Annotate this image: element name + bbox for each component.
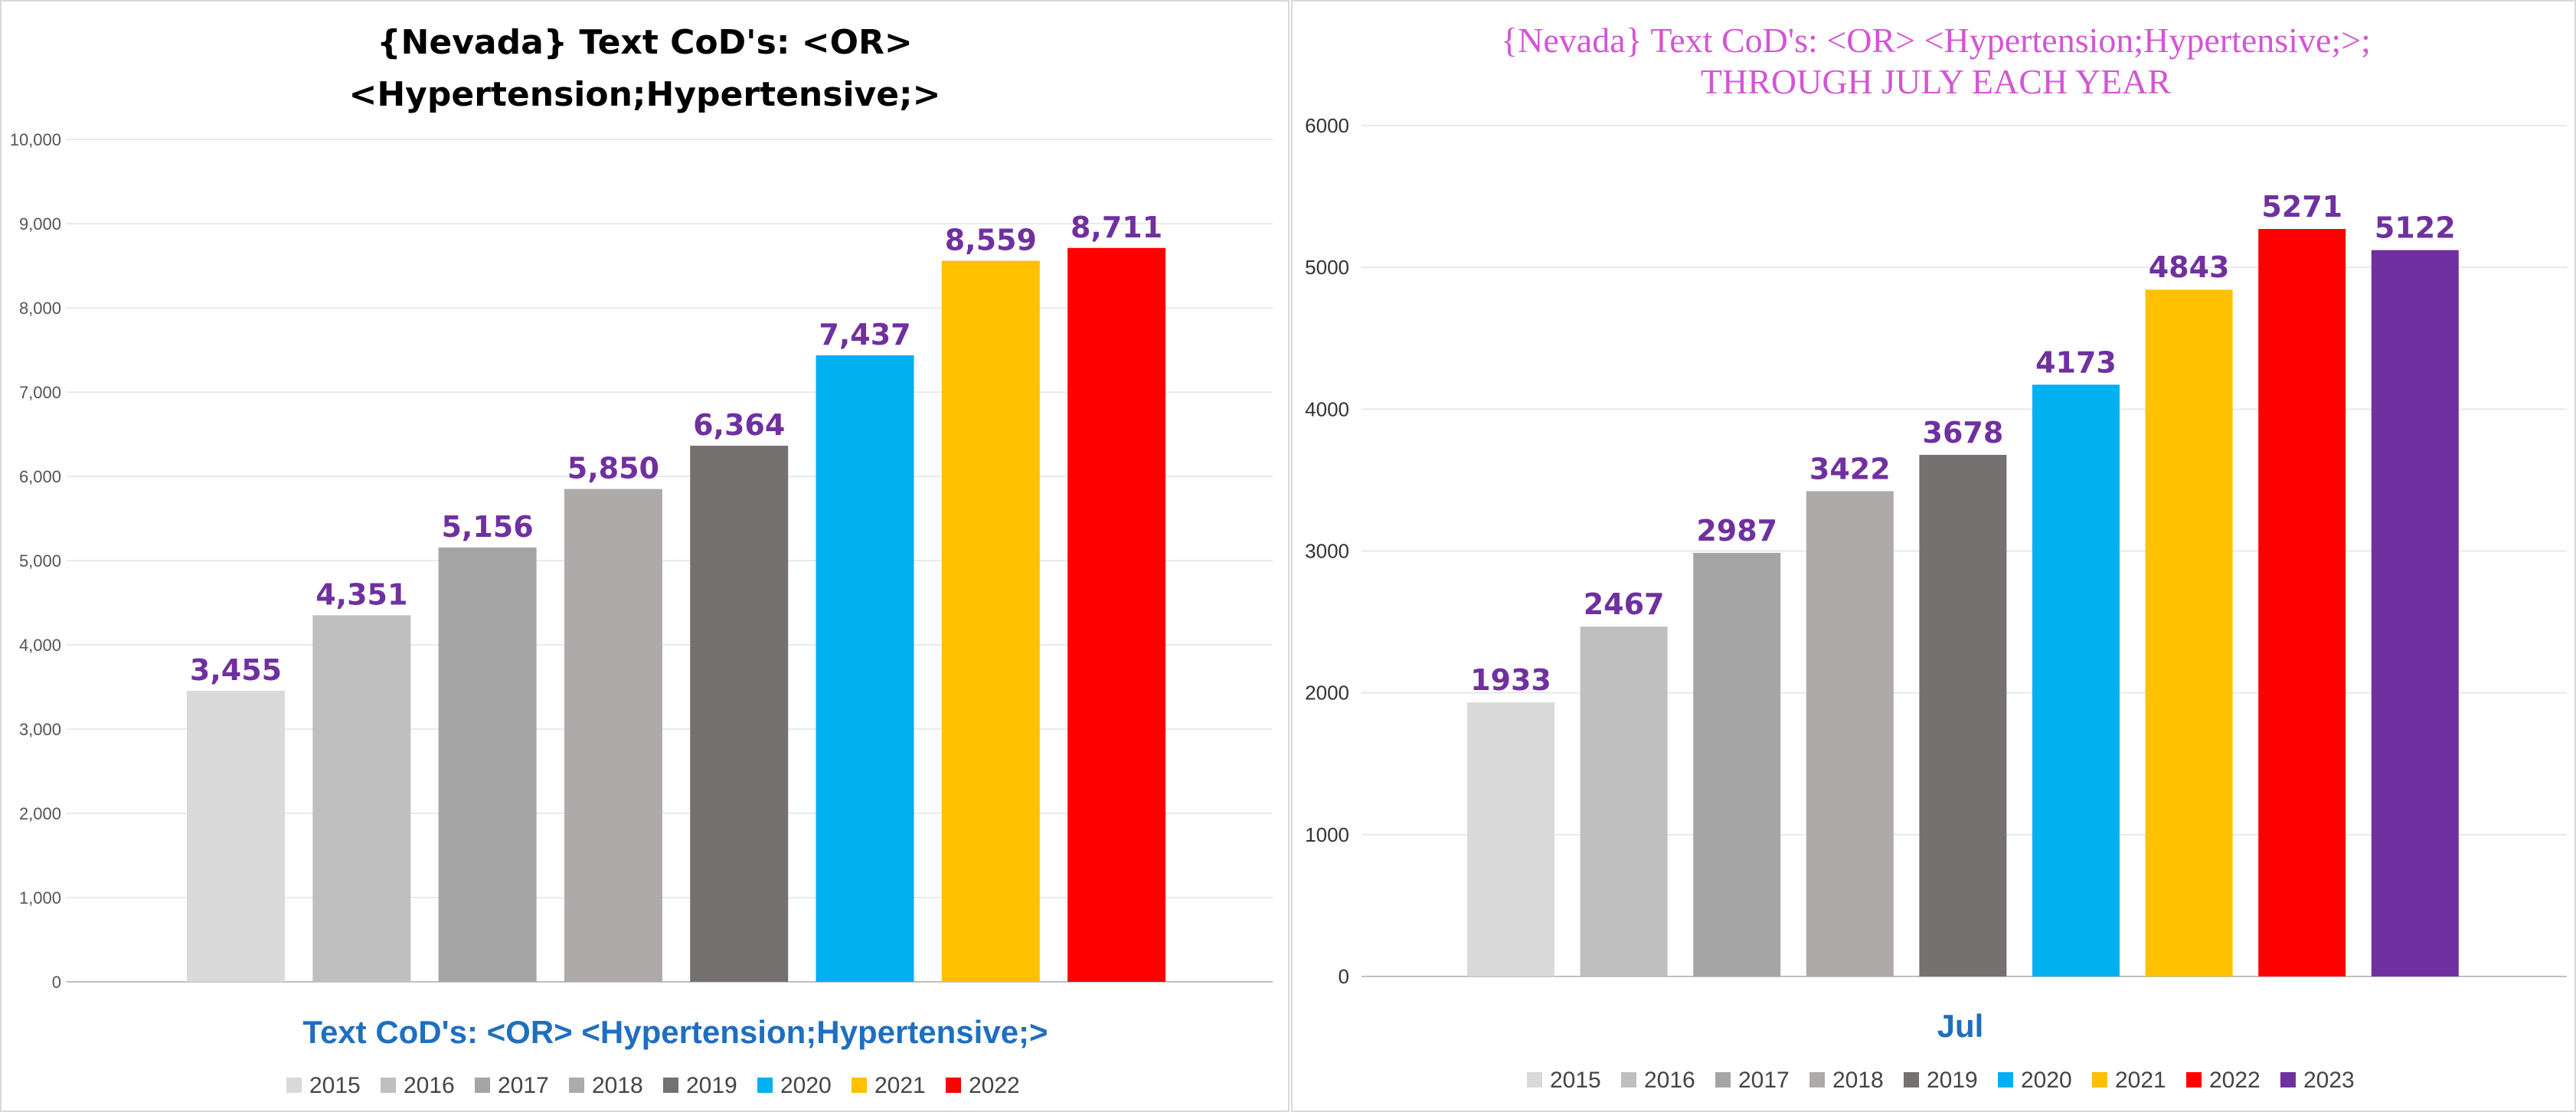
y-tick-label: 8,000 — [19, 299, 61, 318]
bar-2017 — [1693, 552, 1781, 976]
y-tick-label: 2,000 — [19, 804, 61, 823]
bar-2018 — [1806, 491, 1894, 976]
legend-swatch-2019 — [1904, 1072, 1919, 1087]
legend-swatch-2015 — [1527, 1072, 1542, 1087]
legend-swatch-2022 — [2186, 1072, 2202, 1087]
data-label-2021: 4843 — [2149, 250, 2230, 284]
legend-label-2021: 2021 — [2115, 1068, 2166, 1093]
data-label-2020: 7,437 — [819, 318, 910, 352]
y-tick-label: 3000 — [1305, 540, 1349, 563]
y-tick-label: 6,000 — [19, 467, 61, 486]
bar-2022 — [2258, 228, 2346, 976]
legend-label-2022: 2022 — [2209, 1068, 2261, 1093]
data-label-2019: 6,364 — [693, 408, 785, 442]
y-tick-label: 6000 — [1305, 114, 1349, 137]
bar-2019 — [1919, 454, 2007, 976]
legend-swatch-2019 — [663, 1078, 678, 1093]
y-tick-label: 4,000 — [19, 636, 61, 655]
bar-2015 — [187, 690, 285, 982]
legend-label-2015: 2015 — [1550, 1068, 1601, 1093]
legend-swatch-2023 — [2280, 1072, 2296, 1087]
bar-2021 — [2145, 289, 2233, 977]
data-label-2017: 2987 — [1696, 514, 1777, 548]
bar-2019 — [690, 445, 789, 982]
legend-label-2018: 2018 — [1832, 1068, 1884, 1093]
legend-label-2016: 2016 — [404, 1073, 455, 1098]
bar-2023 — [2371, 250, 2459, 977]
y-tick-label: 7,000 — [19, 383, 61, 402]
bar-2016 — [312, 615, 411, 982]
bar-2020 — [2032, 384, 2120, 976]
legend-label-2021: 2021 — [874, 1073, 926, 1098]
y-tick-label: 3,000 — [19, 720, 61, 739]
data-label-2021: 8,559 — [945, 224, 1037, 257]
legend-label-2017: 2017 — [1738, 1068, 1790, 1093]
bar-2021 — [941, 260, 1040, 982]
legend-label-2018: 2018 — [592, 1073, 643, 1098]
legend-label-2020: 2020 — [780, 1073, 832, 1098]
y-tick-label: 10,000 — [10, 130, 61, 149]
legend-swatch-2021 — [2092, 1072, 2107, 1087]
data-label-2019: 3678 — [1923, 416, 2004, 450]
left-chart: {Nevada} Text CoD's: <OR> <Hypertension;H… — [10, 23, 1273, 1098]
y-tick-label: 5,000 — [19, 551, 61, 571]
data-label-2022: 5271 — [2261, 190, 2342, 224]
legend-swatch-2022 — [946, 1078, 961, 1093]
legend-label-2015: 2015 — [309, 1073, 361, 1098]
right-chart-panel: {Nevada} Text CoD's: <OR> <Hypertension;… — [1291, 0, 2576, 1112]
legend-swatch-2021 — [852, 1078, 867, 1093]
legend-label-2017: 2017 — [498, 1073, 549, 1098]
data-label-2020: 4173 — [2035, 345, 2117, 379]
y-tick-label: 2000 — [1305, 682, 1349, 705]
bar-2022 — [1067, 247, 1166, 982]
legend-swatch-2018 — [569, 1078, 584, 1093]
y-tick-label: 5000 — [1305, 256, 1349, 279]
data-label-2016: 2467 — [1584, 587, 1665, 621]
y-tick-label: 0 — [52, 973, 61, 992]
data-label-2018: 5,850 — [567, 452, 659, 486]
legend-label-2020: 2020 — [2021, 1068, 2072, 1093]
legend-label-2019: 2019 — [1927, 1068, 1978, 1093]
legend-label-2016: 2016 — [1644, 1068, 1695, 1093]
y-tick-label: 1,000 — [19, 888, 61, 908]
right-chart: {Nevada} Text CoD's: <OR> <Hypertension;… — [1305, 21, 2567, 1093]
x-axis-title: Text CoD's: <OR> <Hypertension;Hypertens… — [302, 1014, 1048, 1050]
legend-swatch-2017 — [475, 1078, 490, 1093]
y-tick-label: 4000 — [1305, 397, 1349, 420]
y-tick-label: 0 — [1339, 965, 1349, 988]
legend-label-2022: 2022 — [969, 1073, 1020, 1098]
legend-swatch-2016 — [1621, 1072, 1636, 1087]
chart-title-line-2: <Hypertension;Hypertensive;> — [348, 75, 940, 114]
legend-swatch-2016 — [381, 1078, 396, 1093]
bar-2015 — [1467, 702, 1554, 976]
bar-2017 — [438, 547, 537, 982]
left-chart-panel: {Nevada} Text CoD's: <OR> <Hypertension;H… — [0, 0, 1290, 1112]
chart-title-line-2: THROUGH JULY EACH YEAR — [1701, 62, 2172, 101]
bar-2018 — [564, 489, 662, 982]
legend-swatch-2018 — [1809, 1072, 1825, 1087]
data-label-2023: 5122 — [2375, 211, 2456, 245]
legend-swatch-2015 — [286, 1078, 302, 1093]
y-tick-label: 1000 — [1305, 823, 1349, 846]
chart-title-line-1: {Nevada} Text CoD's: <OR> <Hypertension;… — [1501, 21, 2371, 60]
x-axis-title: Jul — [1937, 1008, 1984, 1044]
data-label-2018: 3422 — [1809, 452, 1891, 486]
data-label-2016: 4,351 — [315, 577, 407, 611]
legend-label-2023: 2023 — [2303, 1068, 2355, 1093]
legend-label-2019: 2019 — [686, 1073, 737, 1098]
chart-title-line-1: {Nevada} Text CoD's: <OR> — [377, 23, 913, 62]
legend-swatch-2017 — [1715, 1072, 1731, 1087]
y-tick-label: 9,000 — [19, 214, 61, 234]
data-label-2015: 3,455 — [190, 653, 282, 687]
bar-2020 — [816, 355, 914, 982]
data-label-2022: 8,711 — [1071, 211, 1162, 244]
legend-swatch-2020 — [1998, 1072, 2013, 1087]
bar-2016 — [1580, 626, 1668, 976]
data-label-2017: 5,156 — [441, 510, 533, 544]
data-label-2015: 1933 — [1470, 663, 1551, 697]
legend-swatch-2020 — [757, 1078, 773, 1093]
